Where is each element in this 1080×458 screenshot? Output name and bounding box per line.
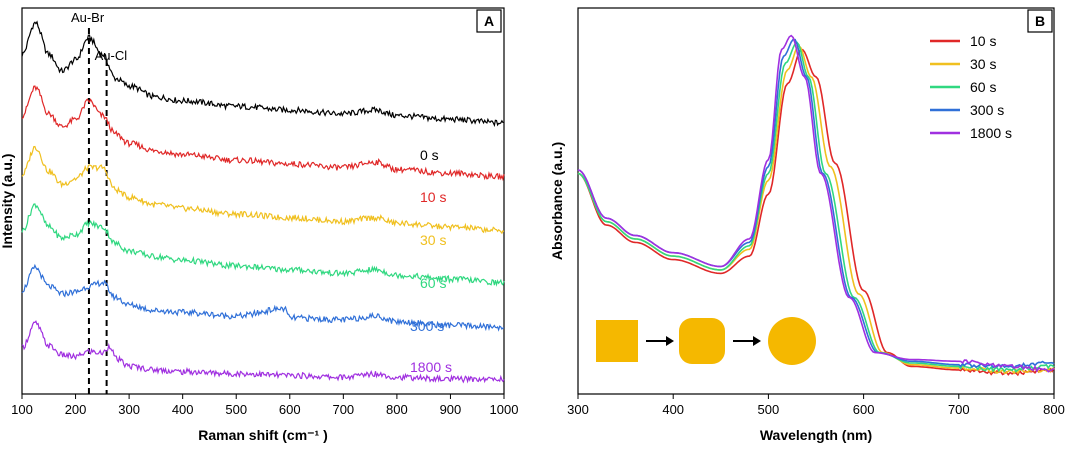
x-tick-label: 600 bbox=[279, 402, 301, 417]
series-label-10-s: 10 s bbox=[420, 189, 446, 205]
cube-shape-icon bbox=[596, 320, 638, 362]
series-label-0-s: 0 s bbox=[420, 147, 439, 163]
legend-label-30-s: 30 s bbox=[970, 56, 996, 72]
series-label-300-s: 300 s bbox=[410, 318, 444, 334]
legend-label-10-s: 10 s bbox=[970, 33, 996, 49]
series-line-60-s bbox=[21, 203, 505, 287]
panel-a-x-axis-title: Raman shift (cm⁻¹ ) bbox=[198, 427, 328, 443]
series-label-30-s: 30 s bbox=[420, 232, 446, 248]
x-tick-label: 100 bbox=[11, 402, 33, 417]
legend-label-1800-s: 1800 s bbox=[970, 125, 1012, 141]
rounded-cube-shape-icon bbox=[679, 318, 725, 364]
x-tick-label: 500 bbox=[225, 402, 247, 417]
series-line-0-s bbox=[21, 20, 505, 128]
shape-evolution-inset bbox=[596, 317, 816, 365]
series-line-30-s bbox=[21, 145, 505, 235]
annotation-label-au-br: Au-Br bbox=[71, 10, 105, 25]
series-line-1800-s bbox=[21, 320, 505, 384]
x-tick-label: 1000 bbox=[490, 402, 519, 417]
x-tick-label: 800 bbox=[386, 402, 408, 417]
legend-label-300-s: 300 s bbox=[970, 102, 1004, 118]
arrow-head-icon bbox=[753, 336, 761, 346]
arrow-head-icon bbox=[666, 336, 674, 346]
panel-a-y-axis-title: Intensity (a.u.) bbox=[0, 154, 15, 249]
legend-label-60-s: 60 s bbox=[970, 79, 996, 95]
x-tick-label: 200 bbox=[65, 402, 87, 417]
x-tick-label: 400 bbox=[172, 402, 194, 417]
x-tick-label: 500 bbox=[758, 402, 780, 417]
series-label-60-s: 60 s bbox=[420, 275, 446, 291]
panel-b-letter-box bbox=[1027, 9, 1053, 33]
panel-b-letter: B bbox=[1035, 13, 1045, 29]
panel-a-frame bbox=[21, 7, 505, 395]
series-line-1800-s bbox=[577, 34, 1055, 373]
panel-a: A Raman shift (cm⁻¹ ) Intensity (a.u.) 1… bbox=[0, 7, 519, 443]
panel-b-x-axis-title: Wavelength (nm) bbox=[760, 427, 872, 443]
sphere-shape-icon bbox=[768, 317, 816, 365]
x-tick-label: 700 bbox=[332, 402, 354, 417]
x-tick-label: 600 bbox=[853, 402, 875, 417]
panel-b-y-axis-title: Absorbance (a.u.) bbox=[549, 142, 565, 260]
x-tick-label: 700 bbox=[948, 402, 970, 417]
x-tick-label: 400 bbox=[662, 402, 684, 417]
panel-a-letter: A bbox=[484, 13, 494, 29]
annotation-label-au-cl: Au-Cl bbox=[95, 48, 128, 63]
x-tick-label: 900 bbox=[440, 402, 462, 417]
series-line-300-s bbox=[21, 263, 505, 332]
panel-b: B Wavelength (nm) Absorbance (a.u.) 300 4… bbox=[549, 7, 1065, 443]
series-label-1800-s: 1800 s bbox=[410, 359, 452, 375]
series-line-10-s bbox=[577, 48, 1055, 377]
panel-b-frame bbox=[577, 7, 1055, 395]
x-tick-label: 300 bbox=[567, 402, 589, 417]
panel-a-letter-box bbox=[476, 9, 502, 33]
x-tick-label: 300 bbox=[118, 402, 140, 417]
x-tick-label: 800 bbox=[1043, 402, 1065, 417]
series-line-10-s bbox=[21, 85, 505, 182]
